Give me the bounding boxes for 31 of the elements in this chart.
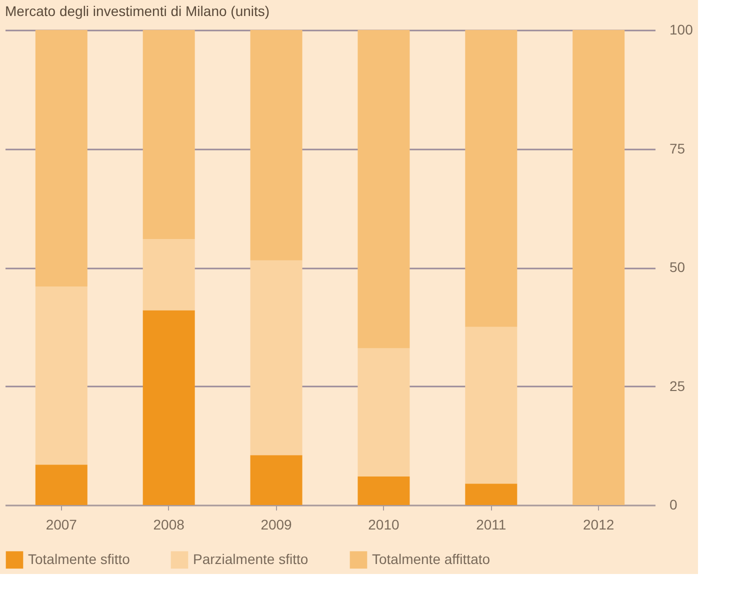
bar	[572, 30, 625, 505]
x-tick-label: 2010	[368, 516, 400, 532]
bar	[35, 464, 88, 505]
bar	[465, 484, 518, 505]
bar	[142, 30, 195, 239]
x-tick-label: 2007	[46, 516, 78, 532]
chart-title: Mercato degli investimenti di Milano (units)	[5, 3, 270, 19]
bar	[465, 326, 518, 484]
y-tick-label: 75	[670, 140, 686, 156]
x-tick-label: 2008	[153, 516, 185, 532]
legend-label: Totalmente affittato	[372, 550, 490, 567]
y-tick-label: 100	[670, 22, 694, 38]
legend-label: Totalmente sfitto	[28, 550, 130, 567]
y-tick-label: 25	[670, 378, 686, 394]
x-tick-label: 2011	[476, 516, 506, 532]
bar	[35, 286, 88, 465]
bar	[35, 30, 88, 286]
y-tick-label: 50	[670, 259, 686, 275]
x-tick-label: 2009	[260, 516, 292, 532]
bar	[142, 310, 195, 505]
bar	[250, 260, 302, 456]
y-tick-label: 0	[670, 496, 678, 512]
bar	[358, 348, 410, 476]
bar	[358, 476, 410, 505]
x-tick-label: 2012	[583, 516, 614, 532]
bar	[250, 455, 302, 505]
bar	[250, 30, 302, 260]
legend-label: Parzialmente sfitto	[193, 550, 308, 567]
bar	[142, 239, 195, 310]
bar	[358, 30, 410, 348]
bar	[465, 30, 518, 327]
